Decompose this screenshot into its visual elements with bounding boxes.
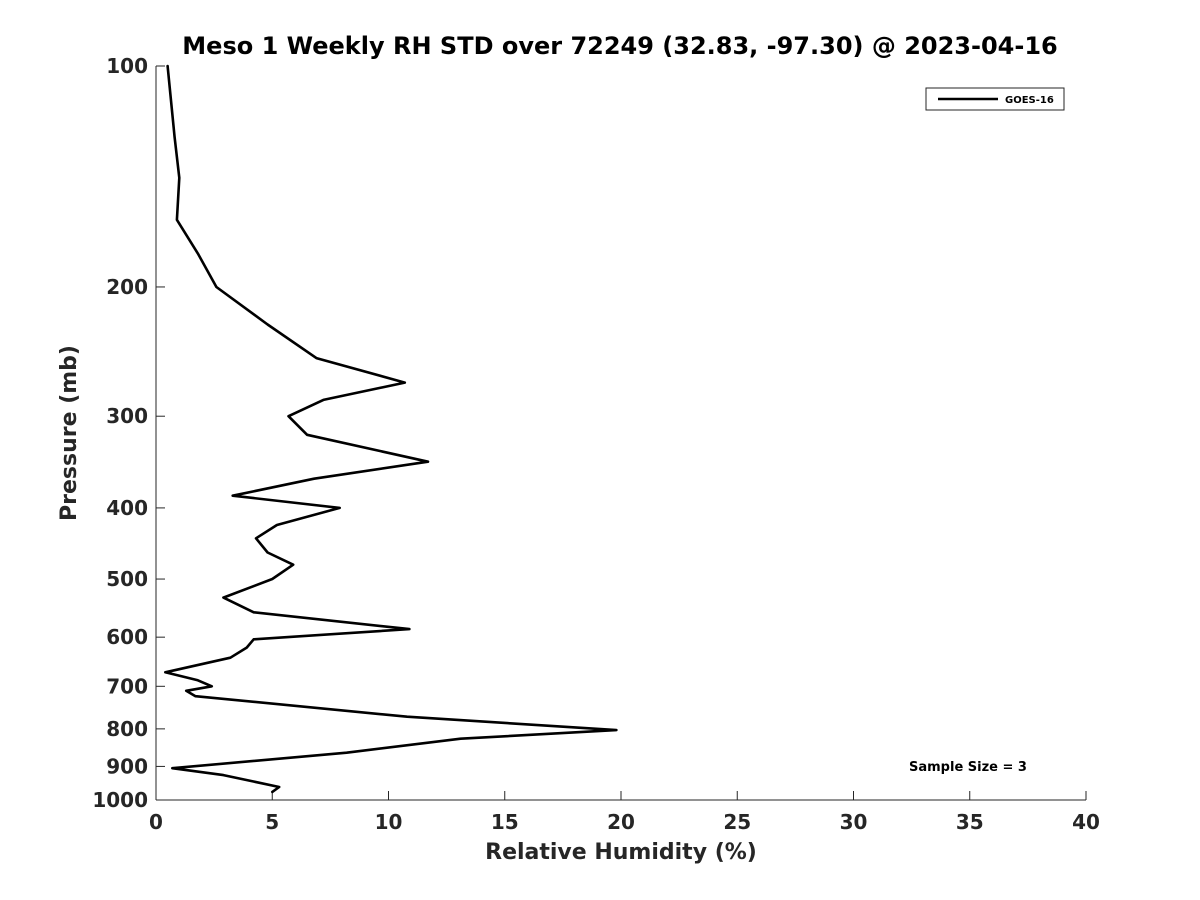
y-tick-label: 1000 — [92, 788, 148, 812]
x-tick-label: 20 — [607, 810, 635, 834]
y-tick-label: 700 — [106, 674, 148, 698]
x-tick-label: 30 — [840, 810, 868, 834]
y-tick-label: 500 — [106, 567, 148, 591]
y-ticks: 100 200 300 400 500 600 700 800 900 1000 — [92, 54, 165, 812]
x-tick-label: 40 — [1072, 810, 1100, 834]
series-layer — [164, 64, 618, 794]
x-tick-label: 10 — [375, 810, 403, 834]
x-tick-label: 35 — [956, 810, 984, 834]
y-tick-label: 200 — [106, 275, 148, 299]
x-tick-label: 15 — [491, 810, 519, 834]
x-tick-label: 0 — [149, 810, 163, 834]
y-axis-label: Pressure (mb) — [57, 345, 82, 521]
chart-title: Meso 1 Weekly RH STD over 72249 (32.83, … — [182, 32, 1057, 60]
y-tick-label: 400 — [106, 496, 148, 520]
x-ticks: 0 5 10 15 20 25 30 35 40 — [149, 791, 1100, 834]
x-axis-label: Relative Humidity (%) — [485, 840, 757, 865]
y-tick-label: 300 — [106, 404, 148, 428]
y-tick-label: 100 — [106, 54, 148, 78]
axes — [155, 66, 1086, 801]
x-tick-label: 25 — [723, 810, 751, 834]
x-tick-label: 5 — [265, 810, 279, 834]
y-tick-label: 900 — [106, 754, 148, 778]
legend-label-goes-16: GOES-16 — [1005, 95, 1054, 106]
y-tick-label: 800 — [106, 717, 148, 741]
y-tick-label: 600 — [106, 625, 148, 649]
series-line-goes-16 — [164, 64, 618, 794]
sample-size-annotation: Sample Size = 3 — [909, 760, 1027, 775]
legend: GOES-16 — [925, 87, 1065, 111]
